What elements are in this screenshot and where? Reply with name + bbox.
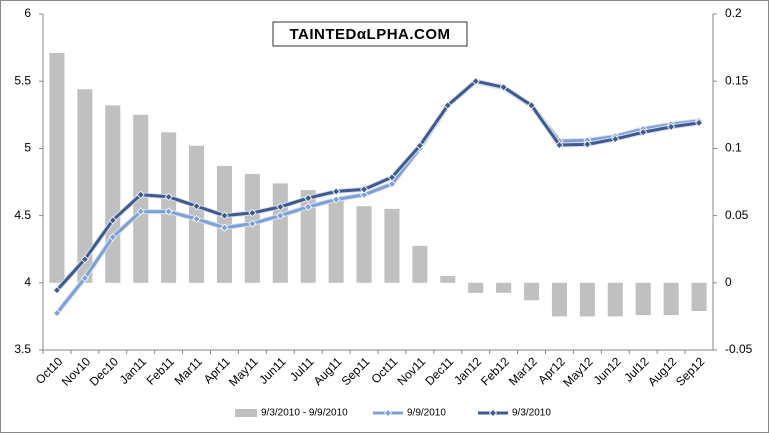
marker xyxy=(332,195,341,204)
marker xyxy=(415,141,424,150)
watermark-box xyxy=(272,21,468,47)
y-tick-label: 5.5 xyxy=(14,73,31,87)
marker xyxy=(304,202,313,211)
bar xyxy=(356,206,372,283)
bar xyxy=(551,282,567,317)
bar xyxy=(300,190,316,283)
marker xyxy=(359,185,369,194)
legend-label: 9/3/2010 xyxy=(512,408,551,419)
bar xyxy=(384,208,400,283)
marker xyxy=(555,140,564,150)
bar xyxy=(49,52,65,283)
marker xyxy=(387,179,397,189)
marker xyxy=(136,207,145,216)
legend-swatch xyxy=(235,409,257,417)
y-tick-label: 6 xyxy=(24,6,31,20)
marker xyxy=(332,187,341,196)
y2-tick-label: 0.15 xyxy=(725,73,749,87)
legend-marker xyxy=(488,408,498,418)
bar xyxy=(663,282,679,316)
marker xyxy=(387,173,397,182)
bar xyxy=(77,89,93,283)
y2-tick-label: 0 xyxy=(725,275,732,289)
marker xyxy=(304,194,313,203)
bar xyxy=(272,183,288,283)
y2-tick-label: 0.1 xyxy=(725,141,742,155)
bar xyxy=(189,145,205,283)
marker xyxy=(80,255,89,264)
bar xyxy=(328,198,344,283)
bar xyxy=(607,282,623,317)
marker xyxy=(248,219,257,228)
marker xyxy=(248,208,257,217)
y-tick-label: 3.5 xyxy=(14,342,31,356)
marker xyxy=(359,190,369,199)
marker xyxy=(639,128,648,137)
bar xyxy=(635,282,651,316)
marker xyxy=(583,140,592,149)
marker xyxy=(499,83,508,92)
bar xyxy=(691,282,707,312)
bar xyxy=(468,282,484,293)
marker xyxy=(220,223,229,232)
y2-tick-label: 0.05 xyxy=(725,208,749,222)
bar xyxy=(105,105,121,283)
line xyxy=(55,79,700,292)
legend-label: 9/9/2010 xyxy=(407,408,446,419)
marker xyxy=(443,101,452,110)
marker xyxy=(611,134,620,144)
bar xyxy=(440,276,456,283)
y-tick-label: 4 xyxy=(24,275,31,289)
bar xyxy=(579,282,595,317)
marker xyxy=(192,214,201,224)
marker xyxy=(667,122,676,131)
marker xyxy=(471,77,480,86)
marker xyxy=(52,286,62,295)
y2-tick-label: -0.05 xyxy=(725,342,753,356)
legend-marker xyxy=(383,408,393,418)
marker xyxy=(52,308,62,318)
y-tick-label: 5 xyxy=(24,141,31,155)
marker xyxy=(164,192,173,201)
marker xyxy=(527,101,536,110)
marker xyxy=(694,118,704,127)
line xyxy=(55,80,700,314)
legend-label: 9/3/2010 - 9/9/2010 xyxy=(261,408,348,419)
bar xyxy=(524,282,540,301)
marker xyxy=(108,233,117,242)
bar xyxy=(496,282,512,293)
y-tick-label: 4.5 xyxy=(14,208,31,222)
marker xyxy=(276,202,285,211)
marker xyxy=(276,211,285,220)
marker xyxy=(192,202,201,211)
marker xyxy=(108,216,117,225)
marker xyxy=(80,274,89,283)
watermark: TAINTEDαLPHA.COM xyxy=(289,26,450,43)
y2-tick-label: 0.2 xyxy=(725,6,742,20)
marker xyxy=(136,190,145,199)
marker xyxy=(220,211,229,220)
marker xyxy=(164,207,173,216)
bar xyxy=(412,245,428,283)
bar xyxy=(244,173,260,283)
